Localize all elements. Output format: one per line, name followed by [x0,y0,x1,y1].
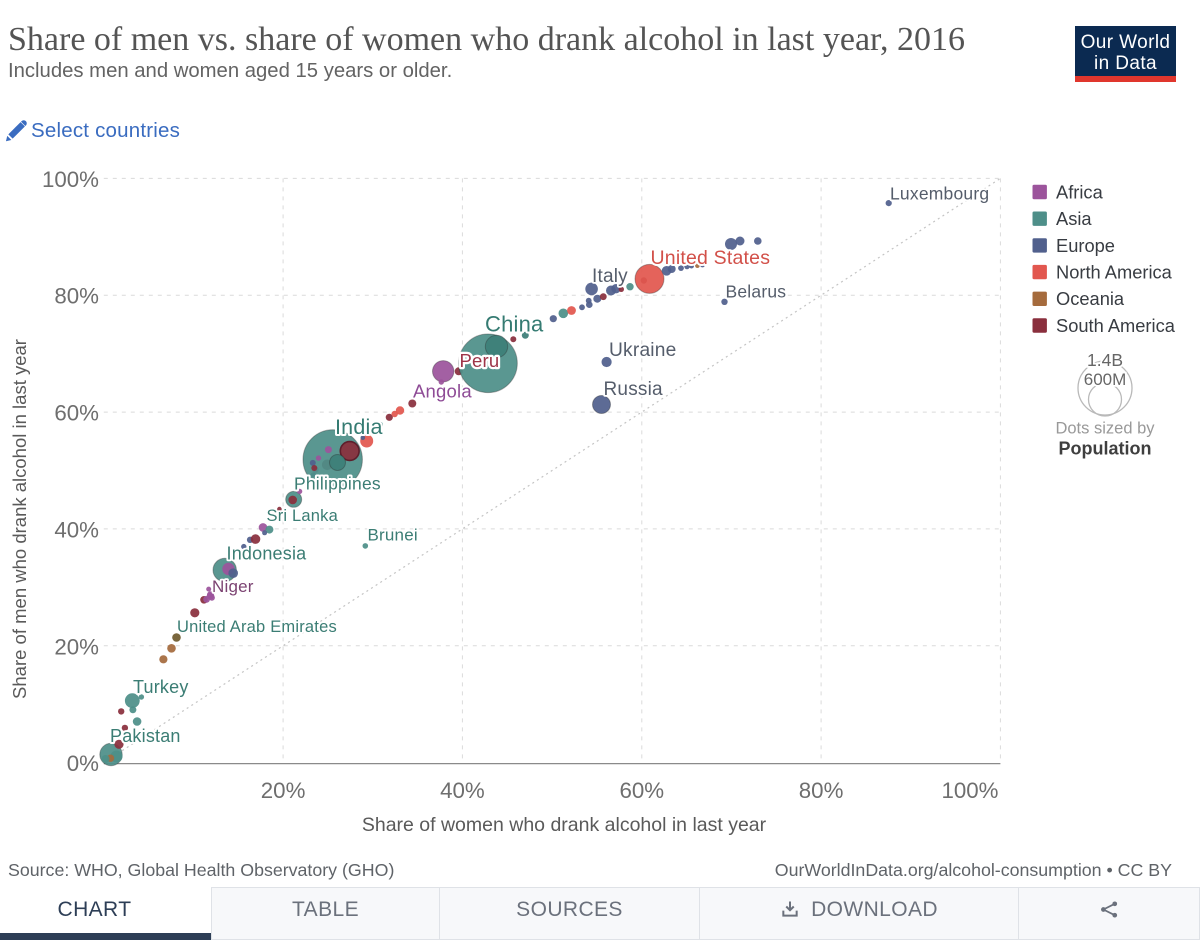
svg-text:Europe: Europe [1056,235,1115,256]
svg-text:1.4B: 1.4B [1087,350,1123,370]
svg-text:Russia: Russia [604,379,664,400]
svg-text:20%: 20% [54,634,99,659]
svg-text:Italy: Italy [592,266,628,287]
svg-text:40%: 40% [54,517,99,542]
svg-text:Population: Population [1059,439,1152,459]
svg-text:80%: 80% [54,284,99,309]
svg-text:Sri Lanka: Sri Lanka [267,507,339,525]
svg-text:United Arab Emirates: United Arab Emirates [177,618,337,636]
svg-text:Asia: Asia [1056,208,1092,229]
svg-text:Brunei: Brunei [368,526,418,545]
svg-text:Ukraine: Ukraine [609,340,677,361]
svg-text:40%: 40% [440,778,485,803]
svg-text:China: China [485,312,544,337]
svg-text:India: India [335,415,383,439]
svg-text:Belarus: Belarus [726,282,787,302]
svg-text:United States: United States [651,247,771,269]
svg-text:60%: 60% [619,778,664,803]
svg-text:20%: 20% [261,778,306,803]
svg-text:Peru: Peru [460,350,500,371]
svg-text:Oceania: Oceania [1056,288,1125,309]
svg-text:Share of men who drank alcohol: Share of men who drank alcohol in last y… [9,339,30,699]
svg-text:South America: South America [1056,315,1176,336]
svg-text:Indonesia: Indonesia [227,544,308,564]
svg-text:Share of women who drank alcoh: Share of women who drank alcohol in last… [362,814,767,836]
svg-text:100%: 100% [941,778,998,803]
svg-text:Africa: Africa [1056,181,1104,202]
svg-text:Luxembourg: Luxembourg [890,184,989,204]
svg-text:Turkey: Turkey [133,677,189,697]
svg-text:North America: North America [1056,262,1173,283]
svg-text:80%: 80% [799,778,844,803]
svg-text:Dots sized by: Dots sized by [1055,420,1155,438]
svg-text:Niger: Niger [212,577,254,596]
svg-text:100%: 100% [42,167,99,192]
svg-text:Philippines: Philippines [294,474,381,494]
svg-text:0%: 0% [67,751,99,776]
svg-text:Angola: Angola [413,381,472,402]
svg-text:Pakistan: Pakistan [110,726,181,746]
svg-text:600M: 600M [1084,370,1127,389]
svg-text:60%: 60% [54,401,99,426]
